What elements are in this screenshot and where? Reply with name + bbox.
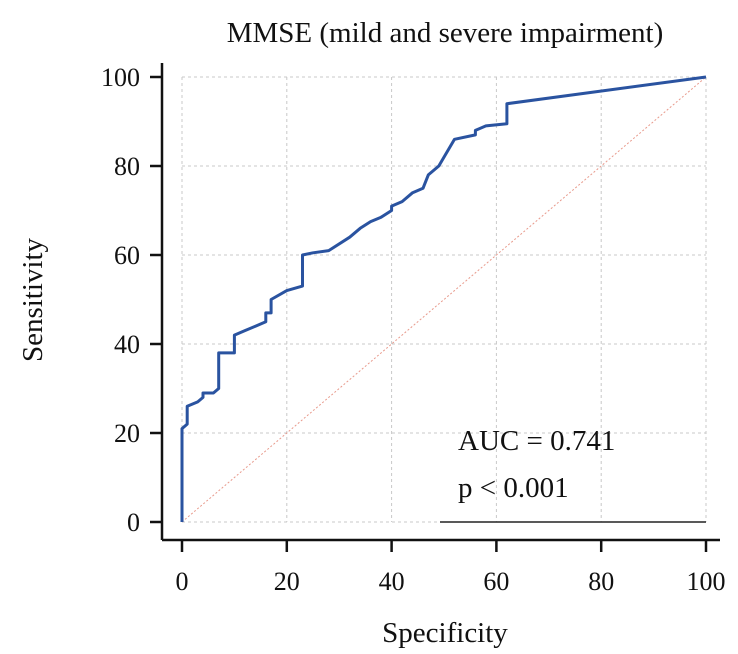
x-ticks: 0 20 40 60 80 100 xyxy=(176,540,726,596)
roc-curve xyxy=(180,75,707,522)
y-tick-label: 80 xyxy=(114,152,140,181)
y-tick-label: 60 xyxy=(114,241,140,270)
y-tick-label: 40 xyxy=(114,330,140,359)
auc-annotation: AUC = 0.741 xyxy=(458,425,615,457)
x-tick-label: 0 xyxy=(176,567,189,596)
chart-title: MMSE (mild and severe impairment) xyxy=(227,17,664,49)
y-ticks: 0 20 40 60 80 100 xyxy=(101,63,162,537)
x-axis-title: Specificity xyxy=(382,617,508,649)
y-tick-label: 100 xyxy=(101,63,140,92)
y-tick-label: 0 xyxy=(127,508,140,537)
y-axis-title: Sensitivity xyxy=(17,237,49,362)
y-tick-label: 20 xyxy=(114,419,140,448)
x-tick-label: 20 xyxy=(274,567,300,596)
x-tick-label: 40 xyxy=(379,567,405,596)
x-tick-label: 60 xyxy=(483,567,509,596)
x-tick-label: 80 xyxy=(588,567,614,596)
p-value-annotation: p < 0.001 xyxy=(458,472,569,504)
reference-line xyxy=(181,76,707,523)
x-tick-label: 100 xyxy=(687,567,726,596)
axes xyxy=(160,63,720,542)
grid-lines xyxy=(181,76,707,523)
